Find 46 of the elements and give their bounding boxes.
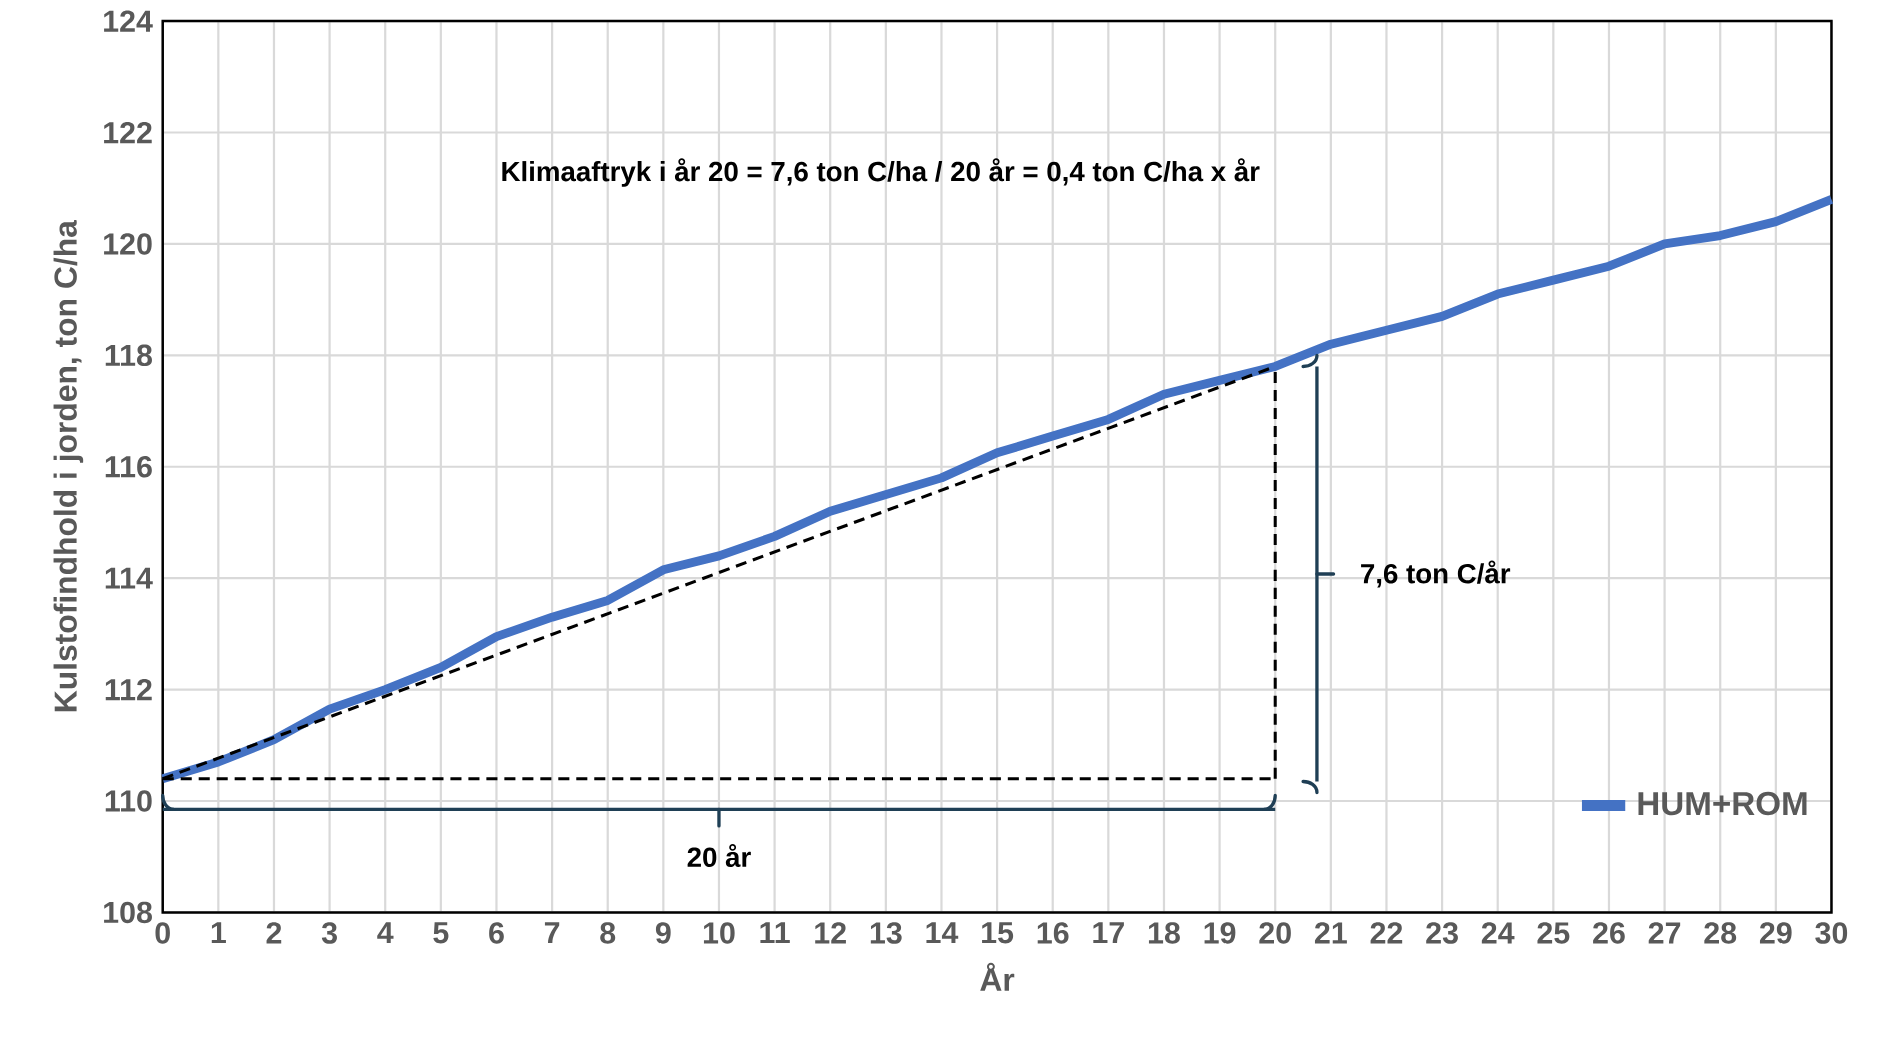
x-tick-label: 3 — [321, 922, 337, 944]
y-tick-label: 114 — [105, 567, 153, 589]
x-tick-label: 8 — [600, 922, 616, 944]
x-tick-label: 30 — [1815, 922, 1848, 944]
annotation: 20 år — [687, 843, 751, 868]
annotation: Klimaaftryk i år 20 = 7,6 ton C/ha / 20 år = 0,4 ton C/ha x år — [502, 158, 1260, 187]
x-tick-label: 18 — [1148, 922, 1180, 944]
x-tick-label: 13 — [870, 922, 902, 944]
x-tick-label: 0 — [155, 922, 170, 944]
x-tick-label: 24 — [1481, 922, 1515, 944]
y-tick-label: 124 — [104, 10, 153, 32]
x-tick-label: 21 — [1314, 922, 1347, 944]
x-tick-label: 27 — [1648, 922, 1681, 944]
x-tick-label: 25 — [1537, 922, 1570, 944]
y-tick-label: 110 — [105, 790, 152, 812]
y-tick-label: 120 — [104, 233, 152, 255]
y-axis-title: Kulstofindhold i jorden, ton C/ha — [53, 219, 84, 712]
y-tick-label: 122 — [104, 121, 152, 144]
x-tick-label: 5 — [433, 922, 449, 944]
x-tick-label: 26 — [1593, 922, 1625, 944]
annotation: 7,6 ton C/år — [1361, 560, 1511, 588]
x-tick-label: 17 — [1093, 922, 1124, 944]
x-tick-label: 4 — [377, 922, 394, 944]
x-axis-title: År — [980, 962, 1015, 991]
x-tick-label: 11 — [760, 922, 790, 944]
x-tick-label: 22 — [1370, 922, 1403, 944]
x-tick-label: 6 — [489, 922, 504, 944]
x-tick-label: 15 — [982, 922, 1014, 944]
x-tick-label: 14 — [926, 922, 959, 944]
x-tick-label: 23 — [1426, 922, 1458, 944]
y-tick-label: 112 — [105, 678, 152, 701]
x-tick-label: 12 — [815, 922, 846, 944]
y-tick-label: 108 — [104, 901, 152, 924]
x-tick-label: 10 — [703, 922, 735, 944]
x-tick-label: 9 — [655, 922, 671, 944]
x-tick-label: 29 — [1759, 922, 1792, 944]
y-tick-label: 118 — [105, 344, 152, 367]
legend-label: HUM+ROM — [1638, 791, 1807, 816]
y-tick-label: 116 — [105, 456, 152, 478]
x-tick-label: 28 — [1704, 922, 1737, 944]
x-tick-label: 19 — [1204, 922, 1236, 944]
x-tick-label: 1 — [211, 922, 226, 944]
x-tick-label: 20 — [1259, 922, 1291, 944]
x-tick-label: 7 — [544, 922, 560, 944]
x-tick-label: 16 — [1037, 922, 1069, 944]
x-tick-label: 2 — [266, 922, 282, 944]
